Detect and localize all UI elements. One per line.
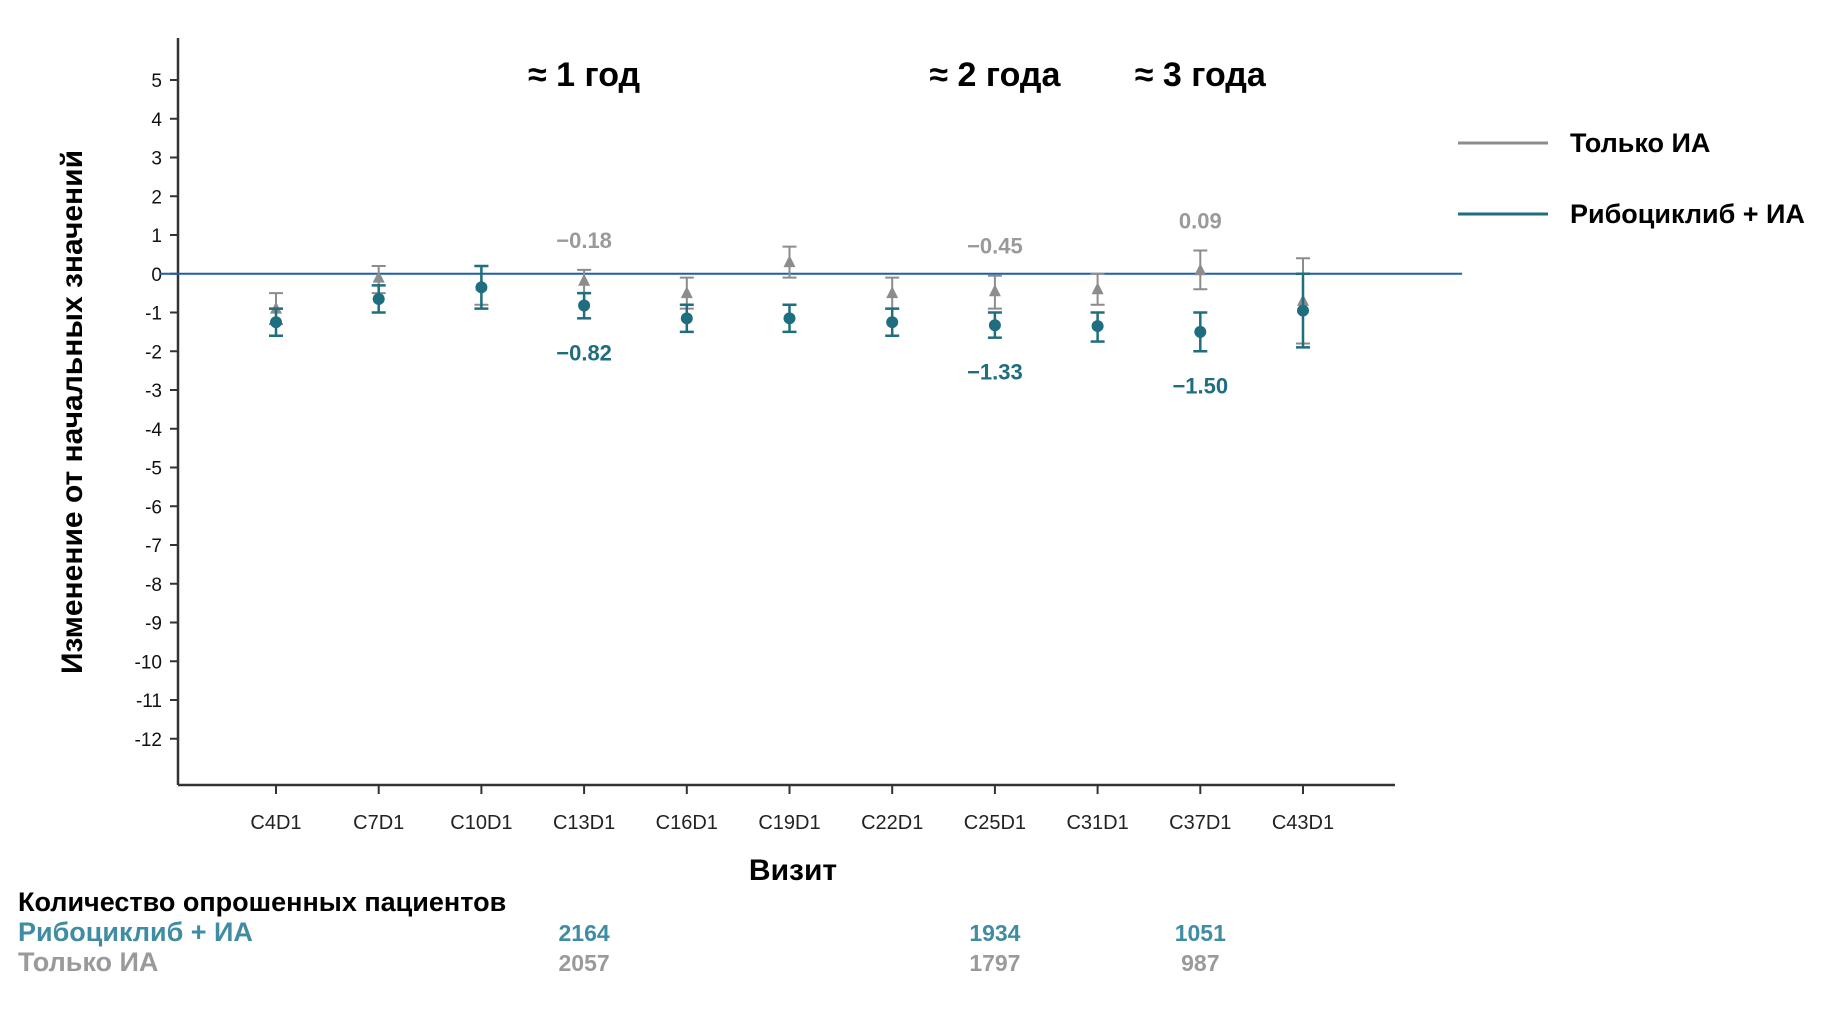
y-tick-label: -8 (145, 575, 162, 596)
data-point-circle (475, 281, 488, 294)
y-tick-label: 1 (151, 226, 162, 247)
value-label: 0.09 (1179, 209, 1222, 234)
y-tick-label: -2 (145, 342, 162, 363)
data-point-circle (988, 319, 1001, 332)
data-point-triangle (1091, 282, 1104, 295)
legend-label: Рибоциклиб + ИА (1570, 199, 1805, 229)
data-point-triangle (578, 273, 591, 286)
data-point-circle (1194, 325, 1207, 338)
x-tick-label-c13d1: C13D1 (553, 812, 615, 834)
x-tick-label-c37d1: C37D1 (1169, 812, 1231, 834)
y-tick-label: -9 (145, 614, 162, 635)
counts-title: Количество опрошенных пациентов (18, 887, 506, 917)
legend: Только ИА Рибоциклиб + ИА (1458, 128, 1805, 229)
value-label: −1.33 (967, 360, 1023, 385)
count-value: 1934 (969, 920, 1020, 946)
x-tick-label-c25d1: C25D1 (964, 812, 1026, 834)
chart-labels: ≈ 1 год ≈ 2 года ≈ 3 года −0.18 −0.45 0.09 −0.… (528, 56, 1267, 398)
data-point-circle (270, 316, 282, 329)
counts-row-label: Только ИА (18, 947, 158, 977)
period-label-1: ≈ 1 год (528, 56, 640, 94)
y-axis-title: Изменение от начальных значений (56, 150, 89, 674)
value-label: −1.50 (1172, 373, 1228, 398)
y-tick-label: 4 (151, 110, 162, 131)
y-tick-label: 0 (151, 265, 162, 286)
chart-marks (269, 245, 1310, 353)
x-tick-label-c43d1: C43D1 (1272, 812, 1334, 834)
y-tick-label: -12 (135, 730, 162, 751)
y-tick-label: -10 (135, 652, 162, 673)
period-label-2: ≈ 2 года (929, 56, 1061, 94)
data-point-circle (578, 299, 591, 312)
period-label-3: ≈ 3 года (1135, 56, 1267, 94)
data-point-circle (372, 292, 385, 305)
y-tick-label: -5 (145, 459, 162, 480)
y-tick-label: -7 (145, 536, 162, 557)
y-tick-label: 3 (151, 149, 162, 170)
series-ribociclib-ai (269, 264, 1310, 353)
data-point-circle (680, 312, 693, 325)
y-tick-label: 2 (151, 187, 162, 208)
data-point-circle (886, 316, 899, 329)
data-point-circle (783, 312, 796, 325)
x-axis-title: Визит (749, 854, 837, 887)
x-tick-label-c31d1: C31D1 (1066, 812, 1128, 834)
y-tick-label: -3 (145, 381, 162, 402)
y-tick-label: -1 (145, 304, 162, 325)
data-point-triangle (372, 270, 385, 283)
count-value: 1051 (1175, 920, 1226, 946)
data-point-circle (1091, 320, 1104, 333)
legend-label: Только ИА (1570, 128, 1710, 158)
y-tick-label: -4 (145, 420, 162, 441)
count-value: 2057 (559, 950, 610, 976)
count-value: 2164 (559, 920, 610, 946)
data-point-triangle (680, 286, 693, 299)
data-point-triangle (886, 286, 899, 299)
value-label: −0.18 (556, 228, 612, 253)
count-value: 987 (1181, 950, 1219, 976)
count-value: 1797 (969, 950, 1020, 976)
data-point-triangle (988, 284, 1001, 297)
y-tick-label: -11 (136, 691, 162, 712)
y-tick-label: 5 (151, 71, 162, 92)
y-tick-label: -6 (145, 497, 162, 518)
x-tick-label-c10d1: C10D1 (450, 812, 512, 834)
data-point-triangle (1194, 263, 1207, 276)
x-tick-label-c7d1: C7D1 (353, 812, 404, 834)
value-label: −0.45 (967, 234, 1023, 259)
patient-counts-table: Количество опрошенных пациентовРибоцикли… (18, 887, 1226, 977)
x-tick-label-c19d1: C19D1 (758, 812, 820, 834)
data-point-triangle (783, 255, 796, 268)
chart-axes: 5 4 3 2 1 0 -1 -2 -3 -4 -5 -6 -7 -8 -9 -10 -11 -12 C4D1 C7D… (56, 38, 1395, 887)
data-point-circle (1297, 304, 1309, 317)
x-tick-label-c22d1: C22D1 (861, 812, 923, 834)
value-label: −0.82 (556, 340, 612, 365)
x-tick-label-c4d1: C4D1 (250, 812, 301, 834)
counts-row-label: Рибоциклиб + ИА (18, 917, 253, 947)
x-tick-label-c16d1: C16D1 (656, 812, 718, 834)
